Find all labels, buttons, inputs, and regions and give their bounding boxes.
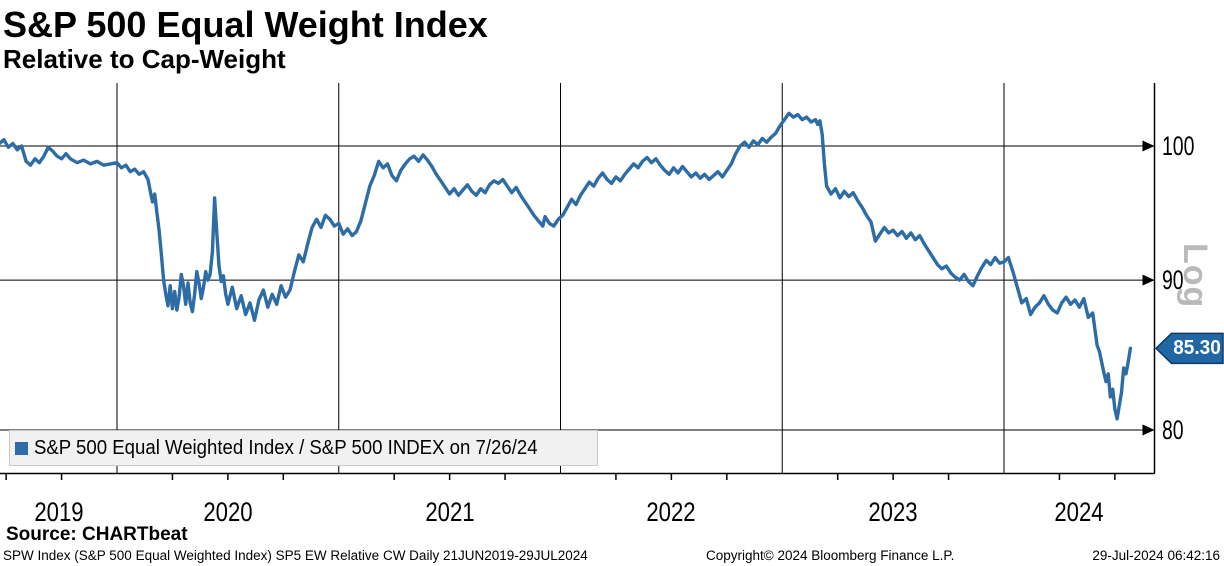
x-axis-label-2024: 2024 <box>1054 497 1104 527</box>
x-axis-label-2022: 2022 <box>646 497 697 527</box>
copyright-notice: Copyright© 2024 Bloomberg Finance L.P. <box>706 548 955 563</box>
page-subtitle: Relative to Cap-Weight <box>3 44 286 74</box>
ticker-metadata: SPW Index (S&P 500 Equal Weighted Index)… <box>3 548 588 563</box>
x-axis-label-2019: 2019 <box>33 497 84 527</box>
y-axis-label-80: 80 <box>1162 414 1184 445</box>
timestamp: 29-Jul-2024 06:42:16 <box>1092 548 1220 563</box>
source-credit: Source: CHARTbeat <box>6 524 188 545</box>
y-axis-label-90: 90 <box>1162 265 1184 296</box>
last-price-tag[interactable]: 85.30 <box>1172 337 1221 360</box>
page-title: S&P 500 Equal Weight Index <box>3 4 488 45</box>
last-price-tag-shape[interactable] <box>1154 332 1224 365</box>
legend: S&P 500 Equal Weighted Index / S&P 500 I… <box>9 430 598 466</box>
legend-label: S&P 500 Equal Weighted Index / S&P 500 I… <box>34 436 538 459</box>
axis-arrowhead <box>1142 140 1155 152</box>
axis-arrowhead <box>1142 424 1155 436</box>
x-axis-label-2021: 2021 <box>424 497 475 527</box>
axis-arrowhead <box>1142 274 1155 286</box>
x-axis-label-2023: 2023 <box>868 497 918 527</box>
y-axis-label-100: 100 <box>1162 131 1195 161</box>
log-scale-label: Log <box>1176 243 1214 309</box>
x-axis-label-2020: 2020 <box>203 497 253 527</box>
legend-series-marker <box>15 441 28 455</box>
price-line[interactable] <box>0 111 1133 421</box>
